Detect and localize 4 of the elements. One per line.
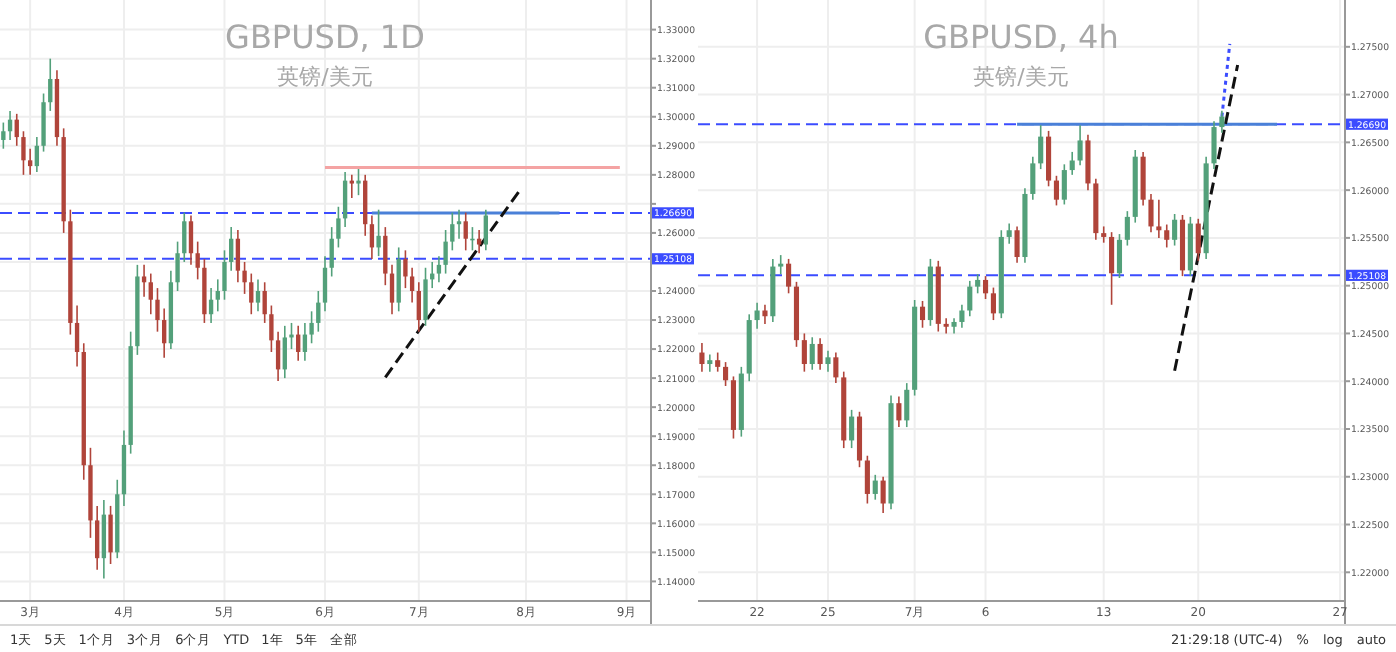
text: GBPUSD, 4h xyxy=(923,18,1119,56)
text: 英镑/美元 xyxy=(973,64,1069,90)
text: GBPUSD, 1D xyxy=(225,18,425,56)
text: 英镑/美元 xyxy=(277,64,373,90)
